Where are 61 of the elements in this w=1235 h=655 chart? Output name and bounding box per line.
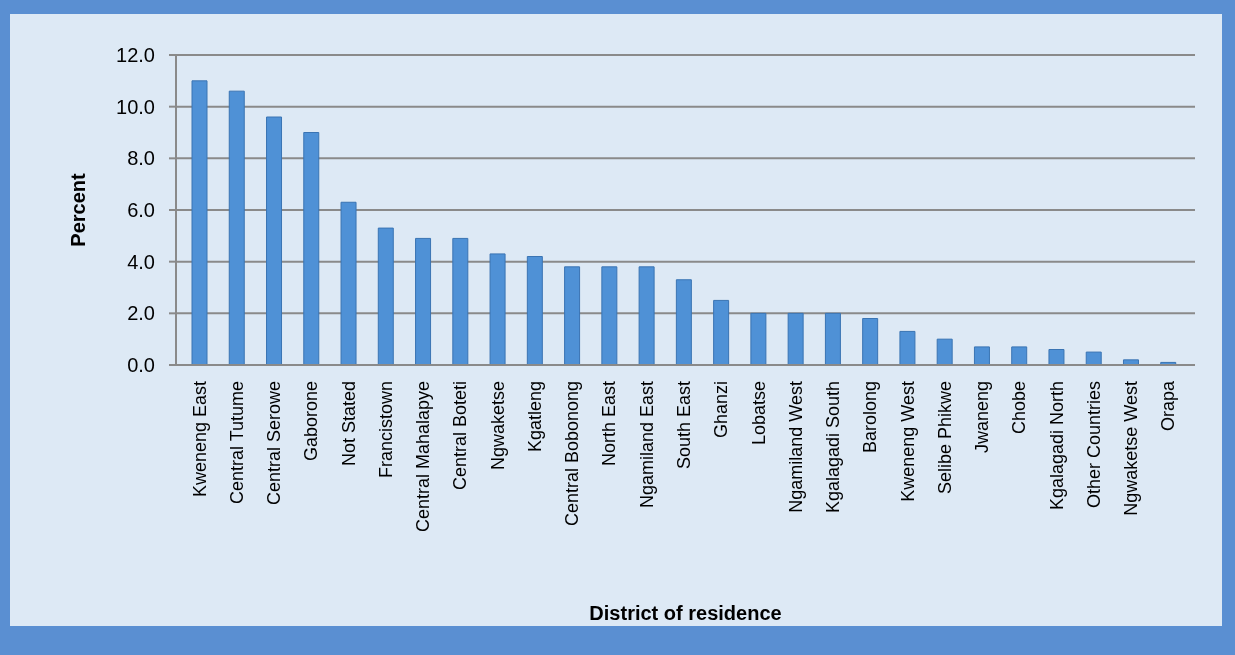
bar [750,312,767,365]
y-tick-label: 10.0 [116,95,155,118]
bar [787,312,804,365]
x-tick-label: Kgalagadi North [1046,381,1067,511]
bar [675,279,692,365]
x-tick-label: Ngwaketse West [1121,381,1142,516]
x-tick-label: Ngwaketse [487,381,508,471]
bar [899,330,916,365]
x-tick-label: Other Countries [1083,381,1104,509]
bar [489,253,506,365]
x-tick-label: North East [599,381,620,467]
x-tick-label: Jwaneng [972,381,993,454]
y-tick-label: 0.0 [127,354,155,377]
x-tick-label: Kgatleng [524,381,545,453]
x-tick-label: Selibe Phikwe [934,381,955,495]
x-tick-label: Lobatse [748,381,769,446]
bar [191,80,208,365]
bar [713,299,730,365]
bar [601,266,618,365]
x-tick-label: South East [674,381,694,470]
x-tick-label: Central Serowe [264,381,285,506]
bar [1011,346,1028,365]
x-tick-label: Kweneng West [897,381,918,502]
bar [415,237,432,365]
bar [452,237,469,365]
bar [1048,349,1065,365]
bar [936,338,953,365]
bar [862,318,879,365]
x-tick-label: Orapa [1158,380,1179,432]
bar [266,116,283,365]
x-tick-label: Central Bobonong [562,381,583,527]
x-axis-title: District of residence [589,602,782,624]
y-tick-label: 12.0 [116,44,155,67]
y-tick-label: 2.0 [127,302,155,325]
y-tick-label: 4.0 [127,250,155,273]
y-tick-label: 6.0 [127,199,155,222]
bar [340,201,357,365]
x-tick-label: Kgalagadi South [823,381,844,514]
bar [526,256,543,365]
x-tick-label: Ngamiland West [785,381,806,513]
x-tick-label: Francistown [375,381,396,479]
x-tick-label: Ngamiland East [636,381,657,509]
x-tick-label: Central Boteti [450,381,471,491]
bar [824,312,841,365]
y-axis-title: Percent [67,172,89,247]
bar [377,227,394,365]
bar [564,266,581,365]
bar [638,266,655,365]
x-tick-label: Gaborone [301,381,322,462]
x-tick-label: Central Mahalapye [413,381,434,533]
y-tick-label: 8.0 [127,147,155,170]
bar [1085,351,1102,365]
x-tick-label: Kweneng East [189,381,210,498]
x-tick-label: Barolong [860,381,881,454]
bar [303,132,320,365]
x-tick-label: Chobe [1009,381,1030,435]
bar [228,90,245,365]
bar [973,346,990,365]
x-tick-label: Ghanzi [711,381,732,439]
x-tick-label: Not Stated [338,381,359,467]
x-tick-label: Central Tutume [226,381,247,505]
